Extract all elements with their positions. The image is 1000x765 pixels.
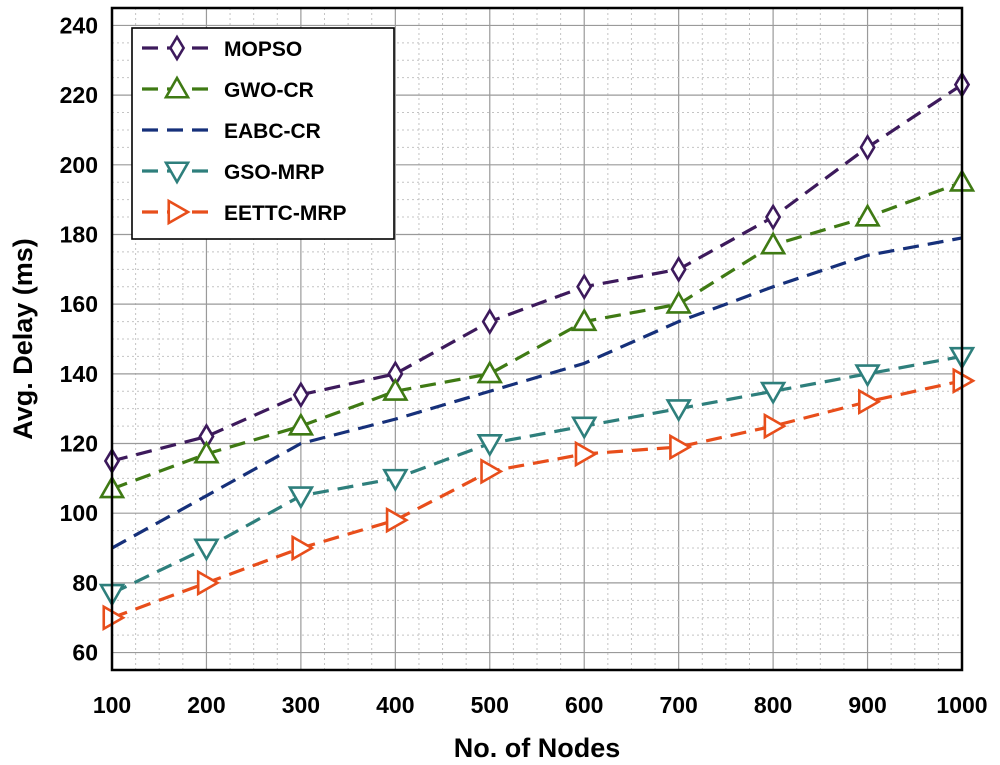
series-mopso <box>103 71 971 475</box>
series-line <box>111 83 963 463</box>
x-tick-label: 200 <box>187 692 225 718</box>
data-point <box>382 377 409 401</box>
x-tick-label: 1000 <box>936 692 987 718</box>
data-point <box>476 433 504 458</box>
y-tick-label: 220 <box>60 82 98 108</box>
data-point <box>570 307 598 332</box>
x-tick-label: 700 <box>659 692 697 718</box>
legend: MOPSO GWO-CR EABC-CR GSO-MRP EETTC-MRP <box>131 27 395 240</box>
data-point <box>858 388 882 415</box>
legend-marker <box>163 161 191 185</box>
data-point <box>385 506 409 534</box>
data-point <box>287 486 315 510</box>
x-tick-label: 600 <box>565 692 603 718</box>
data-point <box>574 440 598 468</box>
legend-item: EETTC-MRP <box>142 198 347 226</box>
legend-marker <box>167 198 191 226</box>
data-point <box>476 360 504 384</box>
data-point <box>764 203 782 231</box>
y-tick-label: 120 <box>60 431 98 457</box>
series-line <box>111 236 963 550</box>
legend-marker <box>163 75 191 99</box>
data-point <box>759 381 787 405</box>
tick-labels: 100 200 300 400 500 600 700 800 900 1000 60 80 100 12… <box>60 12 988 718</box>
data-point <box>291 534 315 562</box>
y-tick-label: 60 <box>72 640 98 666</box>
data-point <box>669 433 693 461</box>
legend-label: EETTC-MRP <box>224 202 347 225</box>
legend-item: EABC-CR <box>142 120 321 143</box>
data-point <box>102 604 126 631</box>
legend-label: MOPSO <box>224 38 302 61</box>
data-point <box>670 255 687 283</box>
y-axis-title: Avg. Delay (ms) <box>8 238 38 440</box>
x-axis-title: No. of Nodes <box>454 733 621 763</box>
legend-item: MOPSO <box>142 34 302 62</box>
series-eettc-mrp <box>102 367 976 631</box>
data-point <box>759 231 787 255</box>
series-group <box>98 71 976 631</box>
x-tick-label: 500 <box>471 692 509 718</box>
series-line <box>111 379 963 620</box>
y-tick-label: 180 <box>60 221 98 247</box>
data-point <box>193 440 220 464</box>
data-point <box>196 569 221 597</box>
series-line <box>111 180 963 491</box>
data-point <box>382 468 409 492</box>
data-point <box>481 308 498 336</box>
legend-item: GWO-CR <box>142 75 314 102</box>
legend-label: EABC-CR <box>224 120 321 143</box>
legend-marker <box>168 34 186 62</box>
series-line <box>111 354 963 595</box>
y-tick-label: 140 <box>60 361 98 387</box>
legend-item: GSO-MRP <box>142 161 324 185</box>
y-tick-label: 100 <box>60 500 98 526</box>
y-tick-label: 80 <box>72 570 98 596</box>
data-point <box>665 290 692 314</box>
legend-label: GSO-MRP <box>224 161 324 184</box>
x-tick-label: 300 <box>282 692 320 718</box>
legend-label: GWO-CR <box>224 79 314 102</box>
data-point <box>480 458 504 485</box>
data-point <box>292 381 310 409</box>
x-tick-label: 400 <box>376 692 414 718</box>
x-tick-label: 900 <box>848 692 886 718</box>
data-point <box>859 133 876 161</box>
data-point <box>665 399 692 423</box>
data-point <box>854 203 881 227</box>
y-tick-label: 200 <box>60 152 98 178</box>
data-point <box>576 273 593 301</box>
y-tick-label: 240 <box>60 12 98 38</box>
plot-frame <box>110 6 964 672</box>
data-point <box>763 412 787 440</box>
x-tick-label: 100 <box>93 692 131 718</box>
series-eabc-cr <box>111 236 963 550</box>
x-tick-label: 800 <box>754 692 792 718</box>
data-point <box>287 412 315 436</box>
y-tick-label: 160 <box>60 291 98 317</box>
data-point <box>193 538 220 562</box>
data-point <box>570 416 598 440</box>
data-point <box>952 367 976 395</box>
data-point <box>854 364 881 388</box>
